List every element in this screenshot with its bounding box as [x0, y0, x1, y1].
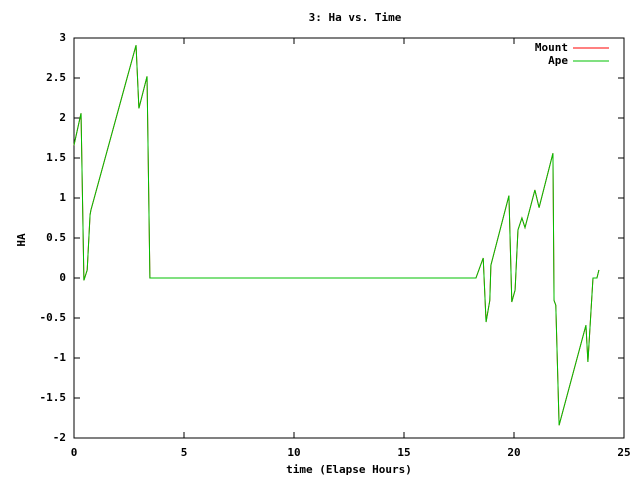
y-axis-label: HA — [15, 233, 28, 247]
y-tick-label: 2.5 — [46, 71, 66, 84]
x-tick-label: 15 — [397, 446, 410, 459]
y-tick-label: -0.5 — [40, 311, 67, 324]
data-line — [73, 45, 600, 426]
y-tick-label: 1.5 — [46, 151, 66, 164]
y-tick-label: 0.5 — [46, 231, 66, 244]
x-tick-label: 20 — [507, 446, 520, 459]
legend-label: Ape — [548, 54, 568, 67]
y-tick-label: 0 — [59, 271, 66, 284]
x-tick-label: 5 — [181, 446, 188, 459]
x-axis-label: time (Elapse Hours) — [286, 463, 412, 476]
y-tick-label: 1 — [59, 191, 66, 204]
y-tick-label: 3 — [59, 31, 66, 44]
x-tick-label: 0 — [71, 446, 78, 459]
x-tick-label: 10 — [287, 446, 300, 459]
legend-label: Mount — [535, 41, 568, 54]
x-tick-label: 25 — [617, 446, 630, 459]
chart-title: 3: Ha vs. Time — [309, 11, 402, 24]
y-tick-label: 2 — [59, 111, 66, 124]
y-tick-label: -1.5 — [40, 391, 67, 404]
y-tick-label: -1 — [53, 351, 67, 364]
y-tick-label: -2 — [53, 431, 66, 444]
